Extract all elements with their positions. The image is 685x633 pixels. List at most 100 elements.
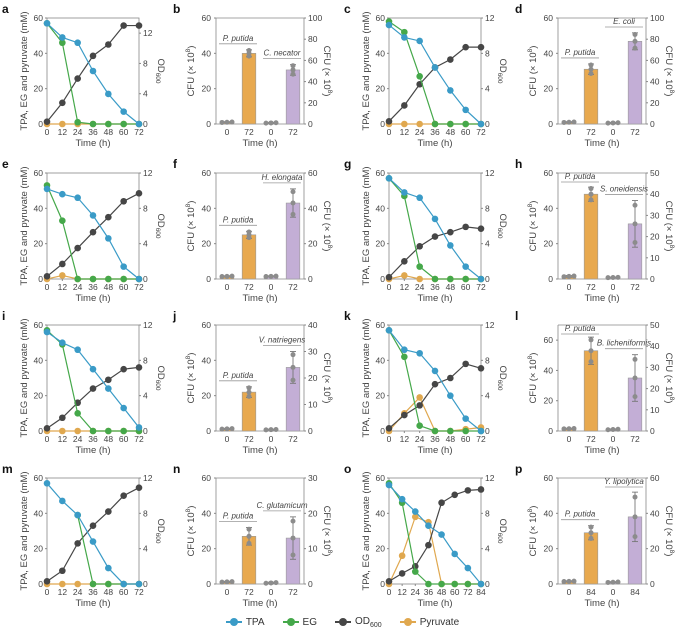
replicate-point: [588, 530, 594, 536]
replicate-point: [246, 385, 252, 391]
replicate-point: [290, 189, 296, 195]
data-point-tpa: [120, 108, 127, 115]
data-point-eg: [462, 427, 469, 435]
replicate-point: [263, 120, 269, 126]
panel-label: c: [344, 2, 351, 16]
replicate-point: [632, 534, 638, 540]
replicate-point: [632, 221, 638, 227]
x-tick-label: 48: [104, 127, 114, 137]
y2-tick-label: 40: [308, 77, 318, 87]
replicate-point: [290, 377, 296, 383]
y2-tick-label: 60: [308, 168, 318, 178]
y-axis-label: TPA, EG and pyruvate (mM): [19, 166, 30, 285]
data-point-tpa: [416, 37, 423, 45]
y-tick-label: 20: [34, 239, 44, 249]
y-tick-label: 0: [548, 579, 553, 589]
y2-axis-label: CFU (× 108): [663, 353, 675, 404]
x-tick-label: 24: [415, 282, 425, 292]
x-tick-label: 72: [134, 282, 144, 292]
y2-axis-label: CFU (× 108): [321, 353, 333, 404]
y-tick-label: 60: [544, 168, 554, 178]
y-tick-label: 60: [202, 473, 212, 483]
x-tick-label: 0: [567, 587, 572, 597]
data-point-pyruvate: [74, 580, 81, 588]
x-tick-label: 72: [586, 127, 596, 137]
x-tick-label: 60: [119, 127, 129, 137]
y2-tick-label: 20: [650, 98, 660, 108]
y-tick-label: 40: [202, 48, 212, 58]
data-point-tpa: [59, 497, 66, 505]
data-point-pyruvate: [416, 275, 423, 283]
data-point-eg: [411, 568, 419, 575]
y2-axis-label: OD600: [154, 213, 166, 238]
y-tick-label: 60: [544, 13, 554, 23]
data-point-tpa: [43, 185, 51, 193]
y2-tick-label: 8: [143, 203, 148, 213]
y2-tick-label: 0: [143, 119, 148, 129]
data-point-od600: [401, 258, 408, 265]
y2-axis-label-sub: 600: [496, 380, 503, 391]
replicate-point: [566, 426, 572, 432]
y2-axis-label-close: ): [663, 93, 674, 96]
y2-axis-label: OD600: [496, 213, 508, 238]
y-tick-label: 60: [376, 473, 386, 483]
x-tick-label: 24: [73, 587, 83, 597]
x-tick-label: 72: [134, 587, 144, 597]
data-point-tpa: [464, 564, 472, 572]
panel-label: a: [2, 2, 9, 16]
y2-axis-label-close: ): [663, 553, 674, 556]
data-point-tpa: [74, 194, 81, 202]
data-point-eg: [401, 353, 408, 361]
y2-tick-label: 20: [308, 373, 318, 383]
panel-label: i: [2, 309, 5, 323]
x-tick-label: 0: [225, 434, 230, 444]
x-axis-label: Time (h): [242, 598, 277, 609]
legend-marker-od600: [335, 617, 351, 627]
y2-tick-label: 4: [143, 391, 148, 401]
y-tick-label: 20: [34, 544, 44, 554]
legend-item-eg: EG: [282, 617, 317, 628]
data-point-tpa: [477, 427, 485, 435]
panel-label: f: [173, 157, 178, 171]
replicate-point: [566, 273, 572, 279]
y-tick-label: 0: [380, 426, 385, 436]
data-point-od600: [74, 244, 81, 252]
data-point-od600: [43, 425, 51, 432]
data-point-eg: [89, 580, 97, 588]
y2-tick-label: 4: [485, 239, 490, 249]
panel-label: p: [515, 462, 522, 476]
y-tick-label: 40: [34, 508, 44, 518]
x-tick-label: 60: [119, 282, 129, 292]
group-label: P. putida: [223, 371, 254, 380]
y2-tick-label: 30: [650, 362, 660, 372]
data-point-eg: [59, 217, 66, 224]
y2-tick-label: 100: [650, 13, 664, 23]
data-point-eg: [447, 120, 454, 128]
data-point-eg: [59, 39, 66, 47]
data-point-pyruvate: [401, 272, 408, 279]
y2-tick-label: 8: [485, 508, 490, 518]
x-tick-label: 72: [244, 282, 254, 292]
data-point-tpa: [447, 87, 454, 94]
panel-label: b: [173, 2, 180, 16]
replicate-point: [588, 337, 594, 343]
y2-axis-label-sub: 600: [154, 380, 161, 391]
data-point-tpa: [135, 424, 143, 431]
replicate-point: [290, 552, 296, 558]
data-point-tpa: [89, 365, 97, 373]
replicate-point: [632, 356, 638, 362]
data-point-tpa: [401, 34, 408, 41]
y-tick-label: 40: [34, 203, 44, 213]
y2-tick-label: 20: [650, 232, 660, 242]
data-point-pyruvate: [59, 427, 66, 435]
y2-tick-label: 12: [143, 168, 153, 178]
legend-marker-eg: [282, 617, 299, 627]
data-point-od600: [105, 213, 112, 221]
panel-label: n: [173, 462, 180, 476]
replicate-point: [605, 427, 611, 433]
replicate-point: [632, 202, 638, 208]
x-tick-label: 0: [225, 127, 230, 137]
replicate-point: [290, 364, 296, 370]
